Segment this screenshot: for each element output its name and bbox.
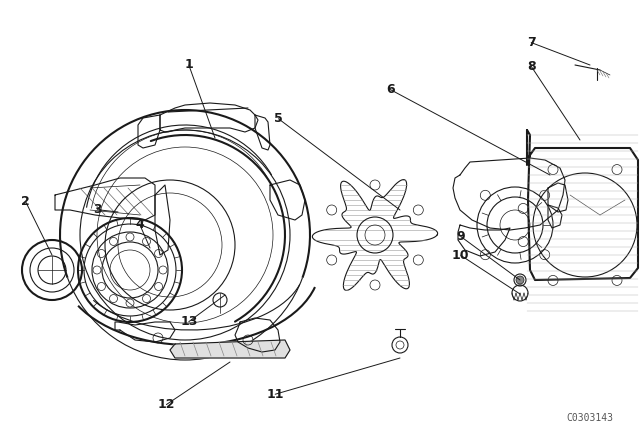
Text: 7: 7	[527, 36, 536, 49]
Text: 13: 13	[180, 315, 198, 328]
Text: 4: 4	[135, 217, 144, 231]
Text: 6: 6	[386, 83, 395, 96]
Text: 9: 9	[456, 230, 465, 243]
Text: 10: 10	[452, 249, 470, 262]
Text: 5: 5	[274, 112, 283, 125]
Circle shape	[516, 276, 524, 284]
Text: 8: 8	[527, 60, 536, 73]
Polygon shape	[170, 340, 290, 358]
Text: 11: 11	[266, 388, 284, 401]
Text: 12: 12	[157, 398, 175, 411]
Text: 2: 2	[21, 195, 30, 208]
Text: 1: 1	[184, 58, 193, 72]
Text: C0303143: C0303143	[566, 413, 614, 423]
Text: 3: 3	[93, 203, 102, 216]
